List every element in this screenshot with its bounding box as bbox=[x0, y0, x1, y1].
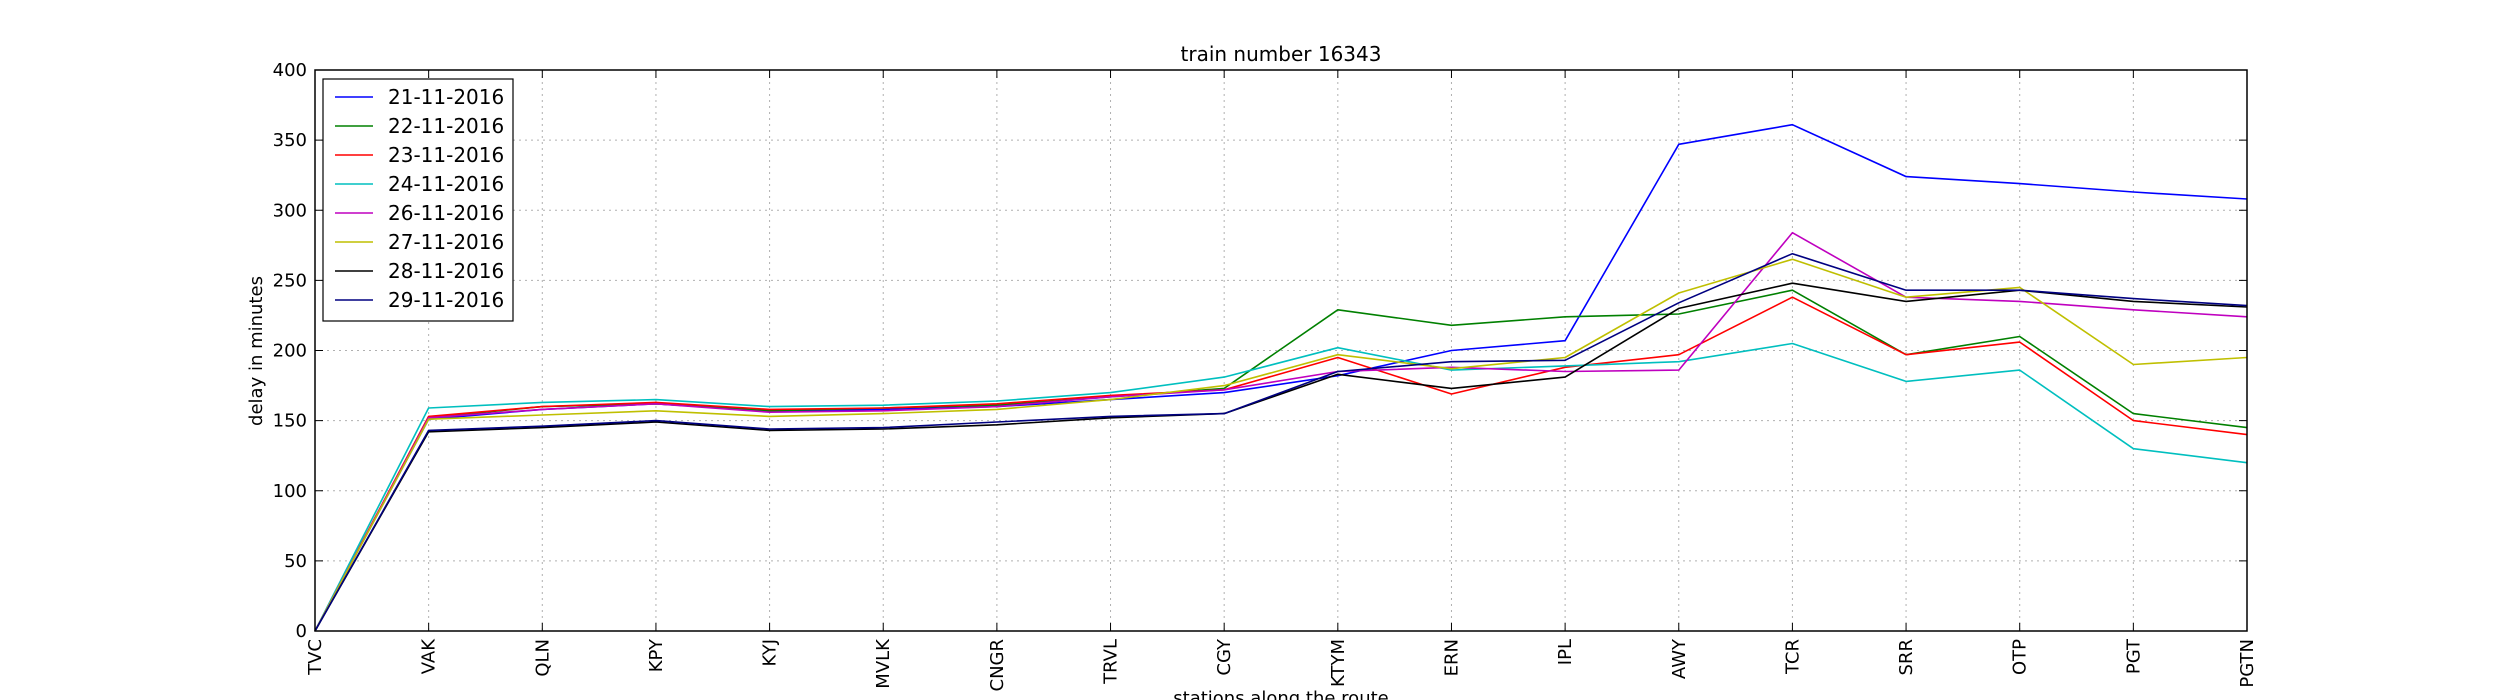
legend-label: 22-11-2016 bbox=[388, 114, 504, 138]
x-tick-label: SRR bbox=[1896, 639, 1917, 675]
legend: 21-11-2016 22-11-2016 23-11-2016 24-11-2016… bbox=[322, 78, 514, 322]
chart-title: train number 16343 bbox=[1181, 42, 1382, 66]
series-line bbox=[314, 342, 2248, 632]
y-tick-label: 400 bbox=[273, 60, 307, 81]
x-tick-label: AWY bbox=[1669, 638, 1690, 679]
x-tick-label: IPL bbox=[1555, 639, 1576, 665]
axis-ticks: 0 50 100 150 200 250 300 350 400 TVC VAK QLN KPY KYJ M… bbox=[273, 60, 2258, 692]
series-line bbox=[314, 282, 2248, 632]
legend-label: 29-11-2016 bbox=[388, 288, 504, 312]
series-line bbox=[314, 123, 2248, 632]
grid bbox=[315, 70, 2247, 631]
x-tick-label: CNGR bbox=[987, 639, 1008, 692]
x-tick-label: TCR bbox=[1782, 639, 1803, 675]
legend-label: 21-11-2016 bbox=[388, 85, 504, 109]
series-lines bbox=[314, 123, 2248, 632]
x-tick-label: ERN bbox=[1441, 639, 1462, 676]
series-line bbox=[314, 231, 2248, 632]
y-tick-label: 150 bbox=[273, 411, 307, 432]
y-tick-label: 350 bbox=[273, 130, 307, 151]
series-line bbox=[314, 296, 2248, 632]
legend-label: 28-11-2016 bbox=[388, 259, 504, 283]
x-tick-label: TRVL bbox=[1101, 639, 1122, 685]
y-tick-label: 200 bbox=[273, 341, 307, 362]
y-tick-label: 250 bbox=[273, 270, 307, 291]
y-tick-label: 100 bbox=[273, 481, 307, 502]
legend-box bbox=[322, 78, 514, 322]
series-line bbox=[314, 289, 2248, 632]
x-tick-label: QLN bbox=[532, 639, 553, 677]
x-tick-label: KTYM bbox=[1328, 639, 1349, 687]
y-tick-label: 50 bbox=[284, 551, 307, 572]
x-tick-label: KPY bbox=[646, 638, 667, 672]
series-line bbox=[314, 258, 2248, 632]
x-tick-label: OTP bbox=[2010, 639, 2031, 675]
x-tick-label: PGT bbox=[2123, 638, 2144, 674]
x-tick-label: KYJ bbox=[760, 639, 781, 666]
x-axis-title: stations along the route bbox=[1173, 688, 1388, 700]
legend-label: 24-11-2016 bbox=[388, 172, 504, 196]
y-tick-label: 300 bbox=[273, 200, 307, 221]
x-tick-label: PGTN bbox=[2237, 639, 2258, 688]
legend-label: 27-11-2016 bbox=[388, 230, 504, 254]
legend-label: 23-11-2016 bbox=[388, 143, 504, 167]
y-axis-title: delay in minutes bbox=[246, 276, 267, 426]
x-tick-label: TVC bbox=[305, 639, 326, 676]
y-tick-label: 0 bbox=[296, 621, 307, 642]
series-line bbox=[314, 252, 2248, 632]
x-tick-label: CGY bbox=[1214, 638, 1235, 676]
x-tick-label: VAK bbox=[419, 638, 440, 674]
x-tick-label: MVLK bbox=[873, 638, 894, 689]
legend-label: 26-11-2016 bbox=[388, 201, 504, 225]
